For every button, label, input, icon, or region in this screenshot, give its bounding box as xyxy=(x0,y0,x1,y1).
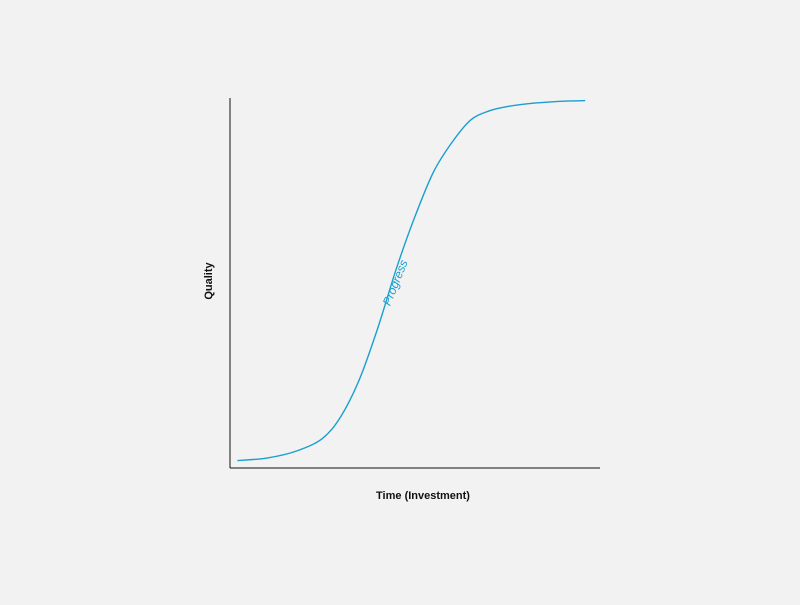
y-axis-label: Quality xyxy=(203,261,215,299)
x-axis-label: Time (Investment) xyxy=(376,490,470,502)
series-layer xyxy=(237,99,586,462)
axes xyxy=(229,98,600,469)
series-line-0 xyxy=(237,99,586,462)
